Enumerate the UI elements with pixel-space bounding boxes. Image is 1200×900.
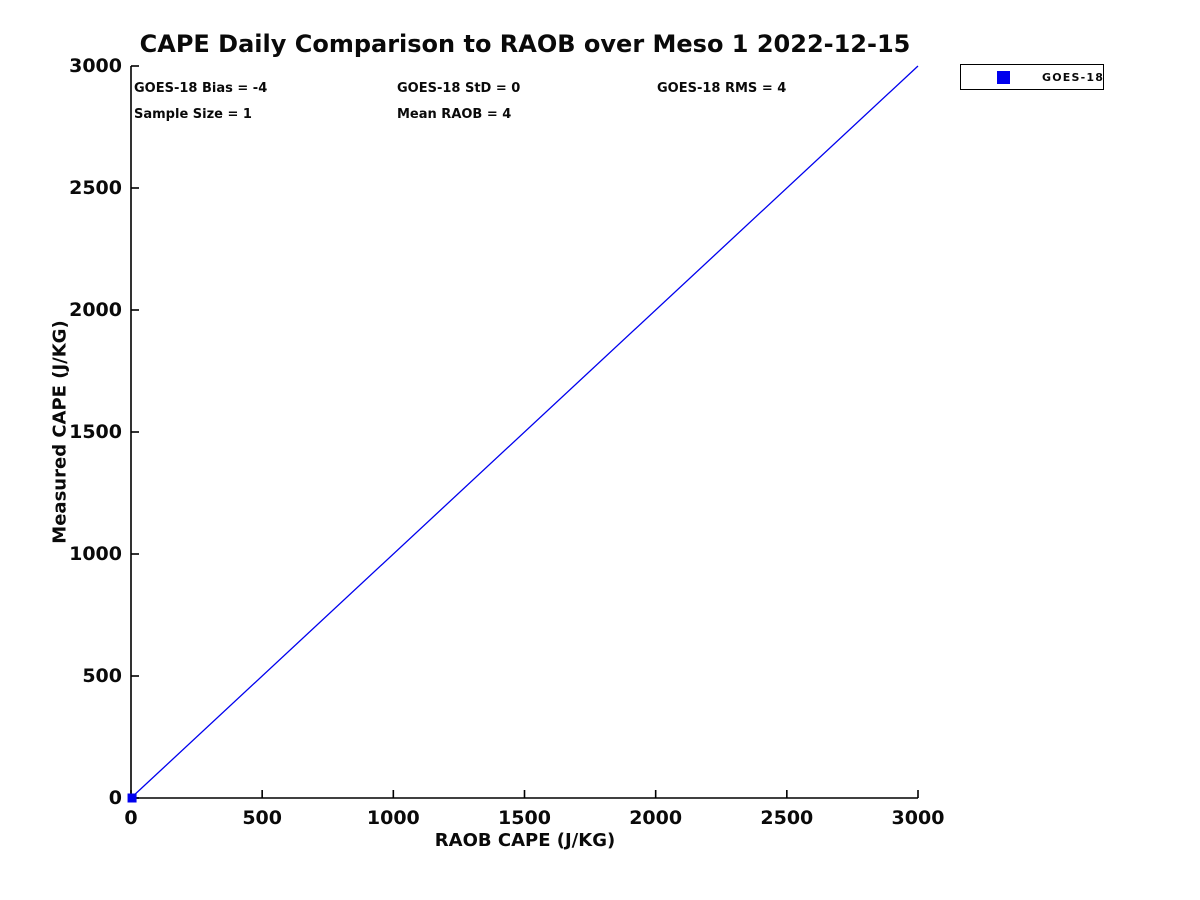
y-tick-label: 500 (82, 665, 122, 687)
x-tick-label: 1500 (498, 807, 551, 829)
x-tick-label: 500 (242, 807, 282, 829)
y-tick-label: 2000 (69, 299, 122, 321)
stat-bias: GOES-18 Bias = -4 (134, 81, 268, 96)
x-tick-label: 0 (124, 807, 138, 829)
x-tick-label: 3000 (891, 807, 945, 829)
x-axis-label: RAOB CAPE (J/KG) (434, 830, 616, 851)
legend: GOES-18 (960, 64, 1104, 90)
y-tick-label: 1000 (69, 543, 122, 565)
series-GOES-18-point (127, 793, 137, 803)
stat-mean-raob: Mean RAOB = 4 (397, 107, 512, 122)
x-tick-label: 1000 (366, 807, 420, 829)
stat-sample-size: Sample Size = 1 (134, 107, 252, 122)
y-tick-label: 0 (108, 787, 122, 809)
legend-square-marker-icon (997, 70, 1010, 84)
x-tick-label: 2500 (760, 807, 814, 829)
series-identity-line (130, 65, 919, 799)
chart-title: CAPE Daily Comparison to RAOB over Meso … (139, 30, 911, 58)
x-tick-label: 2000 (629, 807, 683, 829)
y-tick-label: 3000 (69, 55, 122, 77)
stat-rms: GOES-18 RMS = 4 (657, 81, 787, 96)
y-tick-label: 1500 (69, 421, 122, 443)
y-tick-label: 2500 (69, 177, 122, 199)
stat-std: GOES-18 StD = 0 (397, 81, 521, 96)
legend-label: GOES-18 (1042, 70, 1105, 84)
